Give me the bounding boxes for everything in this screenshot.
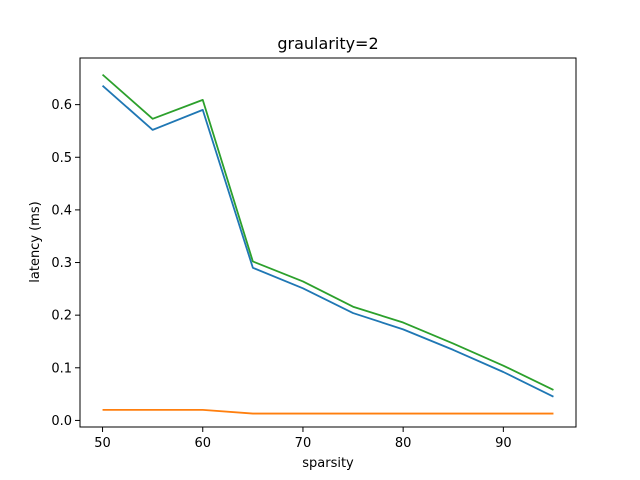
y-tick-label: 0.5 [51,151,72,166]
plot-lines [101,73,554,415]
x-axis-label: sparsity [302,456,354,471]
series-line-2 [102,408,554,415]
x-tick-label: 70 [295,436,312,451]
plot-frame [79,57,577,428]
x-tick-label: 80 [395,436,412,451]
x-tick-label: 50 [94,436,111,451]
x-tick-label: 90 [495,436,512,451]
y-tick-label: 0.6 [51,98,72,113]
y-tick-label: 0.0 [51,414,72,429]
chart-title: graularity=2 [277,34,378,53]
y-tick-label: 0.4 [51,203,72,218]
x-tick-label: 60 [194,436,211,451]
series-line-3 [101,73,554,391]
y-tick-label: 0.3 [51,256,72,271]
x-axis: 50 60 70 80 90 [94,427,512,451]
y-tick-label: 0.1 [51,361,72,376]
series-line-1 [101,85,554,398]
y-axis-label: latency (ms) [28,201,43,282]
y-tick-label: 0.2 [51,309,72,324]
y-axis: 0.0 0.1 0.2 0.3 0.4 0.5 0.6 [51,98,80,429]
